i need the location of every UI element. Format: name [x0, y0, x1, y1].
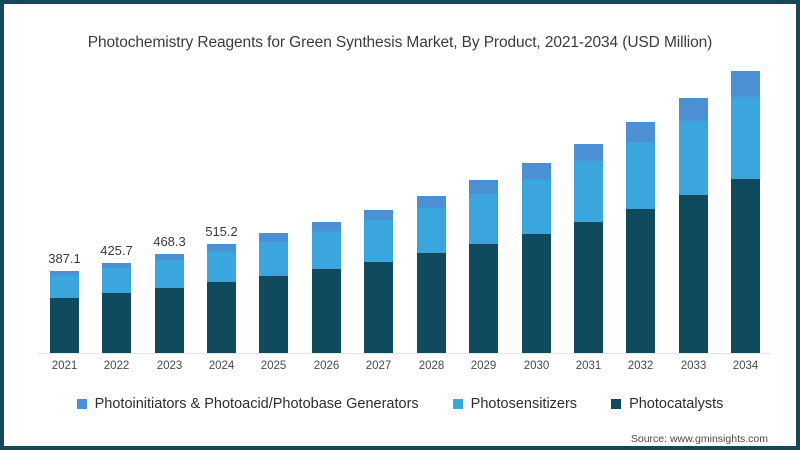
bar-segment-photoinitiators-2026: [312, 222, 341, 232]
x-tick-2033: 2033: [680, 360, 707, 372]
bar-segment-photocatalysts-2026: [312, 269, 341, 353]
bar-segment-photosensitizers-2026: [312, 231, 341, 270]
x-tick-2028: 2028: [418, 360, 445, 372]
legend-item-2[interactable]: Photocatalysts: [611, 396, 723, 412]
x-tick-2021: 2021: [51, 360, 78, 372]
bar-segment-photosensitizers-2031: [574, 161, 603, 223]
bar-column-2023[interactable]: 468.3: [153, 234, 186, 353]
bar-segment-photocatalysts-2031: [574, 222, 603, 353]
bar-column-2029[interactable]: [469, 180, 498, 353]
legend-label-0: Photoinitiators & Photoacid/Photobase Ge…: [94, 396, 419, 412]
bar-segment-photocatalysts-2033: [679, 194, 708, 353]
bar-column-2025[interactable]: [259, 233, 288, 353]
bar-segment-photoinitiators-2027: [364, 209, 393, 221]
bar-segment-photocatalysts-2023: [155, 287, 184, 353]
bar-segment-photoinitiators-2021: [50, 270, 79, 276]
x-tick-2022: 2022: [103, 360, 130, 372]
bar-segment-photoinitiators-2024: [207, 243, 236, 251]
x-tick-2032: 2032: [627, 360, 654, 372]
bar-column-2022[interactable]: 425.7: [100, 243, 133, 353]
bar-column-2027[interactable]: [364, 209, 393, 353]
x-tick-2029: 2029: [470, 360, 497, 372]
bar-segment-photocatalysts-2022: [102, 293, 131, 353]
bar-column-2024[interactable]: 515.2: [205, 224, 238, 353]
bar-column-2028[interactable]: [417, 195, 446, 353]
legend-swatch-icon-0: [76, 399, 87, 409]
x-tick-2023: 2023: [156, 360, 183, 372]
bar-column-2026[interactable]: [312, 222, 341, 353]
bar-column-2034[interactable]: [731, 71, 760, 353]
bar-segment-photoinitiators-2028: [417, 195, 446, 208]
chart-canvas: Photochemistry Reagents for Green Synthe…: [8, 8, 792, 445]
bar-segment-photocatalysts-2028: [417, 253, 446, 353]
legend-item-0[interactable]: Photoinitiators & Photoacid/Photobase Ge…: [76, 396, 419, 412]
bar-value-label-2021: 387.1: [48, 250, 81, 266]
bar-segment-photocatalysts-2021: [50, 298, 79, 353]
bar-segment-photosensitizers-2033: [679, 120, 708, 195]
x-axis-tick-labels: 2021 2022 2023 2024 2025 2026 2027 2028 2029 2030…: [38, 360, 772, 378]
bar-segment-photosensitizers-2034: [731, 96, 760, 180]
bar-segment-photoinitiators-2032: [626, 122, 655, 142]
bar-segment-photosensitizers-2022: [102, 267, 131, 294]
bar-segment-photosensitizers-2027: [364, 220, 393, 262]
bar-segment-photocatalysts-2025: [259, 275, 288, 353]
x-tick-2034: 2034: [732, 360, 759, 372]
bar-segment-photosensitizers-2032: [626, 142, 655, 210]
bar-value-label-2023: 468.3: [153, 233, 186, 249]
bar-segment-photosensitizers-2029: [469, 194, 498, 244]
legend-swatch-icon-2: [611, 399, 622, 409]
bar-segment-photosensitizers-2023: [155, 259, 184, 288]
bar-segment-photoinitiators-2030: [522, 163, 551, 179]
legend-item-1[interactable]: Photosensitizers: [452, 396, 578, 412]
bar-segment-photosensitizers-2030: [522, 178, 551, 234]
bar-segment-photoinitiators-2033: [679, 98, 708, 121]
x-tick-2024: 2024: [208, 360, 235, 372]
bar-value-label-2024: 515.2: [205, 223, 238, 239]
plot-area: 387.1 425.7 468.3 515.2: [38, 71, 772, 353]
chart-legend: Photoinitiators & Photoacid/Photobase Ge…: [8, 396, 792, 412]
page-title: Photochemistry Reagents for Green Synthe…: [87, 34, 713, 51]
bar-segment-photoinitiators-2031: [574, 144, 603, 162]
x-tick-2031: 2031: [575, 360, 602, 372]
bar-segment-photoinitiators-2025: [259, 233, 288, 242]
x-tick-2025: 2025: [260, 360, 287, 372]
bar-column-2032[interactable]: [626, 122, 655, 353]
legend-swatch-icon-1: [452, 399, 463, 409]
bar-column-2021[interactable]: 387.1: [48, 251, 81, 353]
bar-segment-photosensitizers-2024: [207, 250, 236, 283]
legend-label-2: Photocatalysts: [629, 396, 724, 412]
x-axis-line: [38, 353, 772, 354]
bar-segment-photoinitiators-2023: [155, 253, 184, 260]
legend-label-1: Photosensitizers: [470, 396, 578, 412]
bar-column-2031[interactable]: [574, 144, 603, 353]
bar-segment-photosensitizers-2021: [50, 275, 79, 299]
bar-segment-photocatalysts-2024: [207, 282, 236, 353]
bar-column-2030[interactable]: [522, 163, 551, 353]
bar-segment-photocatalysts-2032: [626, 209, 655, 353]
bar-segment-photoinitiators-2022: [102, 262, 131, 268]
x-tick-2026: 2026: [313, 360, 340, 372]
bar-segment-photoinitiators-2034: [731, 71, 760, 97]
bar-segment-photocatalysts-2027: [364, 261, 393, 353]
source-attribution: Source: www.gminsights.com: [630, 433, 768, 445]
bar-segment-photoinitiators-2029: [469, 180, 498, 195]
bar-segment-photocatalysts-2030: [522, 233, 551, 353]
bar-value-label-2022: 425.7: [100, 242, 133, 258]
x-tick-2030: 2030: [523, 360, 550, 372]
bar-column-2033[interactable]: [679, 98, 708, 353]
bar-segment-photosensitizers-2028: [417, 207, 446, 254]
bar-segment-photocatalysts-2034: [731, 179, 760, 353]
bar-segment-photosensitizers-2025: [259, 241, 288, 276]
x-tick-2027: 2027: [365, 360, 392, 372]
bar-segment-photocatalysts-2029: [469, 244, 498, 353]
